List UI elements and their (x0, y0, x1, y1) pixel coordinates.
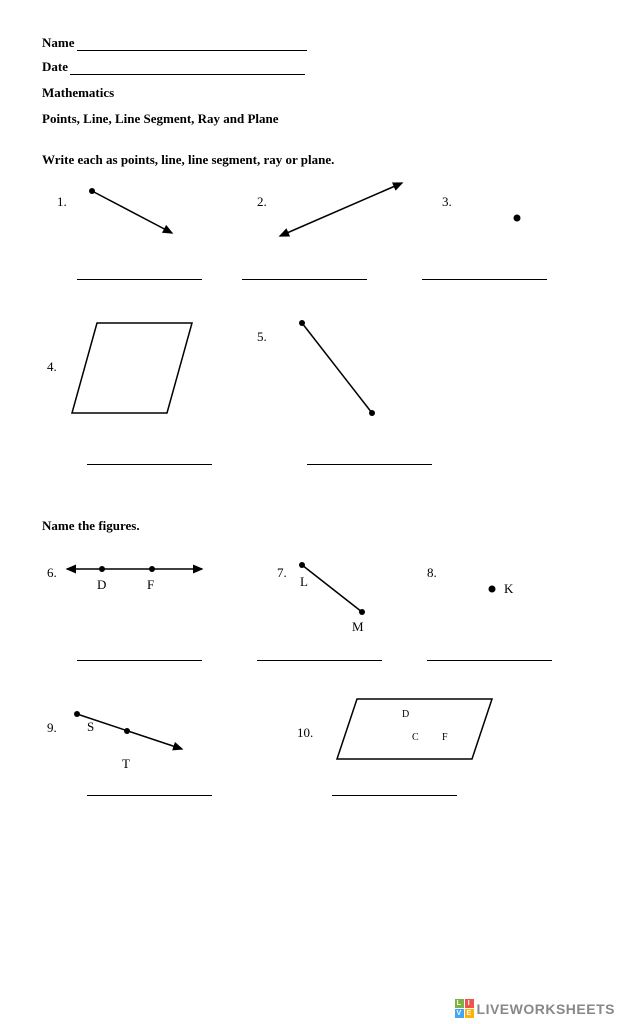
row-1: 1. 2. 3. (42, 183, 581, 258)
q3-number: 3. (442, 194, 452, 209)
row-4: 9. S T 10. D C F (42, 694, 581, 784)
q10: 10. (297, 724, 313, 742)
q10-number: 10. (297, 725, 313, 740)
q10-label-c: C (412, 732, 419, 743)
q2-answer[interactable] (242, 278, 367, 280)
q1-answer[interactable] (77, 278, 202, 280)
watermark: L I V E LIVEWORKSHEETS (455, 999, 615, 1018)
q5-figure-segment (282, 318, 392, 418)
q7-figure-segment (292, 557, 382, 627)
q3-figure-point (462, 183, 542, 243)
q6: 6. (47, 564, 57, 582)
q2-number: 2. (257, 194, 267, 209)
name-field[interactable]: Name (42, 35, 581, 51)
q4: 4. (47, 358, 57, 376)
name-label: Name (42, 35, 75, 51)
q5-answer[interactable] (307, 463, 432, 465)
q6-number: 6. (47, 565, 57, 580)
q9-label-t: T (122, 756, 130, 772)
answers-row-1 (42, 278, 581, 318)
q10-answer[interactable] (332, 794, 457, 796)
q9-answer[interactable] (87, 794, 212, 796)
answers-row-4 (42, 794, 581, 814)
q7-number: 7. (277, 565, 287, 580)
q6-answer[interactable] (77, 659, 202, 661)
q1-figure-ray (77, 183, 192, 243)
q2: 2. (257, 193, 267, 211)
q4-figure-plane (67, 318, 207, 418)
q10-label-f: F (442, 732, 448, 743)
q9-label-s: S (87, 719, 94, 735)
q8: 8. (427, 564, 437, 582)
date-field[interactable]: Date (42, 59, 581, 75)
q6-label-f: F (147, 577, 154, 593)
answers-row-2 (42, 463, 581, 508)
answers-row-3 (42, 659, 581, 694)
q3: 3. (442, 193, 452, 211)
section2-instruction: Name the figures. (42, 518, 581, 534)
watermark-icon: L I V E (455, 999, 474, 1018)
q1-number: 1. (57, 194, 67, 209)
q4-answer[interactable] (87, 463, 212, 465)
q7-answer[interactable] (257, 659, 382, 661)
q3-answer[interactable] (422, 278, 547, 280)
watermark-text: LIVEWORKSHEETS (477, 1001, 615, 1017)
q5-number: 5. (257, 329, 267, 344)
q6-figure-line (62, 554, 212, 594)
worksheet-title: Points, Line, Line Segment, Ray and Plan… (42, 111, 581, 127)
q7-label-m: M (352, 619, 364, 635)
q7-label-l: L (300, 574, 308, 590)
q8-label-k: K (504, 581, 513, 597)
q8-answer[interactable] (427, 659, 552, 661)
row-3: 6. D F 7. L M 8. K (42, 549, 581, 634)
q5: 5. (257, 328, 267, 346)
date-label: Date (42, 59, 68, 75)
subject-label: Mathematics (42, 85, 581, 101)
q7: 7. (277, 564, 287, 582)
q4-number: 4. (47, 359, 57, 374)
q6-label-d: D (97, 577, 106, 593)
q10-label-d: D (402, 709, 409, 720)
q2-figure-line (272, 178, 412, 243)
date-underline[interactable] (70, 62, 305, 75)
row-2: 4. 5. (42, 318, 581, 428)
q9: 9. (47, 719, 57, 737)
worksheet-page: Name Date Mathematics Points, Line, Line… (0, 0, 623, 814)
q9-number: 9. (47, 720, 57, 735)
q8-number: 8. (427, 565, 437, 580)
name-underline[interactable] (77, 38, 307, 51)
section1-instruction: Write each as points, line, line segment… (42, 152, 581, 168)
q1: 1. (57, 193, 67, 211)
